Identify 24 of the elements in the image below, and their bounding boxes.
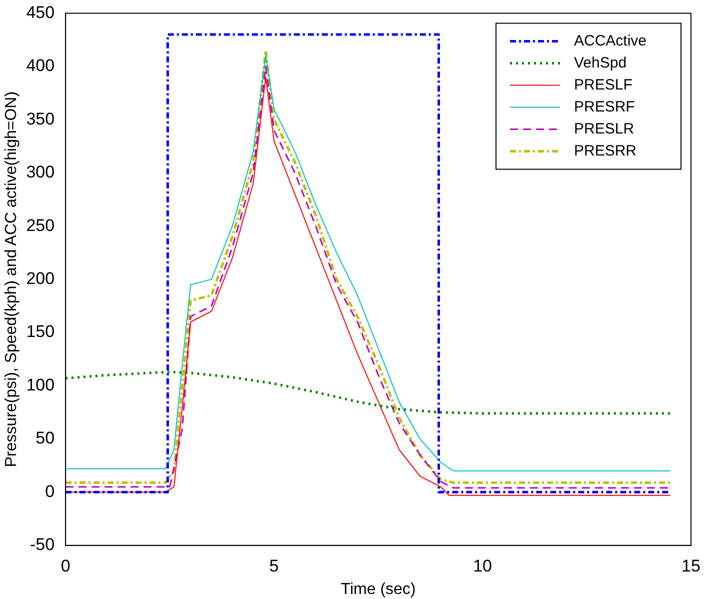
x-tick-label: 10 xyxy=(473,556,492,576)
legend-label: PRESLF xyxy=(574,76,632,94)
legend-label: PRESRR xyxy=(574,142,637,160)
line-series xyxy=(66,370,672,415)
x-tick-label: 0 xyxy=(60,556,70,576)
y-tick-label: 200 xyxy=(26,268,55,288)
y-tick-label: 300 xyxy=(26,162,55,182)
y-axis-title: Pressure(psi), Speed(kph) and ACC active(high=ON) xyxy=(3,91,20,468)
y-tick-label: 250 xyxy=(26,216,55,235)
legend-label: VehSpd xyxy=(574,54,627,72)
x-axis-title: Time (sec) xyxy=(340,580,416,598)
y-tick-label: 0 xyxy=(45,482,55,501)
legend-label: PRESLR xyxy=(574,120,634,138)
y-tick-label: -50 xyxy=(30,535,55,554)
y-tick-label: 400 xyxy=(26,56,55,76)
y-tick-label: 450 xyxy=(26,2,55,22)
x-tick-label: 15 xyxy=(682,556,700,576)
legend-label: ACCActive xyxy=(574,32,647,50)
y-tick-label: 350 xyxy=(26,109,55,128)
legend-label: PRESRF xyxy=(574,98,635,116)
y-tick-label: 150 xyxy=(26,322,55,342)
x-tick-label: 5 xyxy=(269,556,279,576)
y-tick-label: 100 xyxy=(26,375,55,394)
y-tick-label: 50 xyxy=(36,428,55,448)
